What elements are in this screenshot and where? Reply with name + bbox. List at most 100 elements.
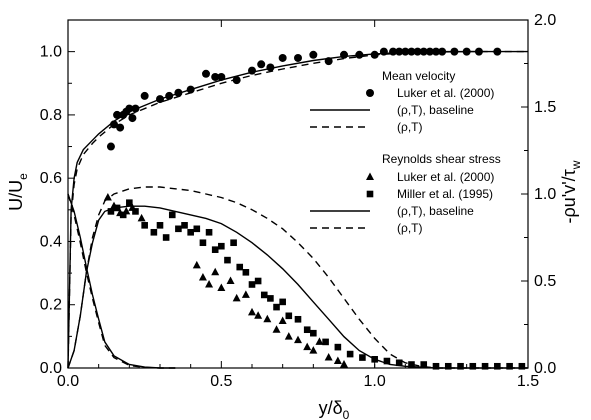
data-point-triangle (198, 273, 207, 281)
data-point-square (162, 234, 170, 241)
data-point-triangle (303, 342, 312, 351)
data-point-square (273, 303, 280, 311)
data-point-square (481, 362, 489, 370)
y-right-tick-label: 0.0 (534, 360, 556, 377)
data-point-square (506, 362, 513, 370)
data-point-circle (425, 47, 434, 56)
data-point-square (371, 356, 378, 363)
data-point-circle (174, 88, 183, 97)
data-point-square (346, 350, 354, 358)
data-point-circle (340, 50, 348, 59)
y-left-tick-label: 0.2 (40, 297, 62, 314)
data-point-square (444, 362, 452, 370)
legend-stress-baseline: (ρ,T), baseline (397, 204, 474, 218)
data-point-square (408, 361, 415, 368)
series-line-wall-solid (67, 193, 176, 369)
data-point-square (518, 362, 526, 370)
data-point-circle (474, 47, 483, 56)
data-point-triangle (340, 360, 348, 368)
data-point-square (267, 295, 274, 302)
data-point-triangle (217, 283, 226, 291)
legend-velocity-dashed: (ρ,T) (397, 120, 422, 134)
legend: Mean velocity Luker et al. (2000) (ρ,T), b… (310, 69, 501, 235)
data-point-square (126, 199, 133, 206)
data-point-circle (419, 47, 428, 56)
y-left-tick-label: 0.6 (40, 170, 62, 187)
y-right-tick-label: 1.0 (534, 186, 556, 203)
data-point-circle (379, 47, 388, 56)
data-point-square (205, 228, 213, 236)
data-point-circle (248, 66, 256, 75)
x-tick-label: 1.0 (364, 373, 386, 390)
data-point-square (457, 362, 464, 370)
data-point-circle (309, 50, 318, 59)
data-point-circle (232, 76, 241, 85)
data-point-circle (432, 47, 440, 56)
data-point-triangle (272, 325, 281, 333)
data-point-triangle (226, 276, 235, 284)
series-line-wall-dashed (67, 193, 176, 369)
data-point-square (141, 222, 148, 229)
data-point-circle (116, 123, 125, 132)
y-right-tick-label: 0.5 (534, 273, 556, 290)
legend-stress-miller: Miller et al. (1995) (397, 187, 493, 201)
data-point-square (218, 242, 225, 250)
data-point-triangle (333, 356, 342, 365)
data-point-circle (450, 47, 459, 56)
data-point-circle (165, 91, 174, 100)
data-point-triangle (205, 279, 214, 288)
data-point-triangle (192, 260, 201, 269)
axes: 0.0 0.5 1.0 1.50.00.20.40.60.81.00.00.51.01… (40, 12, 557, 390)
data-point-square (303, 326, 311, 334)
data-point-circle (355, 50, 364, 59)
data-point-triangle (232, 293, 241, 302)
data-point-square (132, 208, 139, 215)
data-point-triangle (315, 337, 324, 345)
data-point-square (113, 204, 121, 212)
data-point-circle (266, 63, 275, 72)
x-tick-label: 0.5 (210, 373, 232, 390)
data-point-square (168, 211, 176, 219)
data-point-circle (389, 47, 398, 56)
data-point-triangle (324, 353, 333, 361)
x-tick-label: 1.5 (517, 373, 539, 390)
data-point-circle (211, 72, 220, 81)
legend-velocity-luker: Luker et al. (2000) (397, 86, 494, 100)
data-point-square (395, 359, 403, 367)
data-point-square (420, 361, 428, 368)
y-left-tick-label: 0.8 (40, 107, 62, 124)
legend-velocity-title: Mean velocity (382, 69, 455, 83)
data-point-square (236, 263, 244, 271)
data-point-square (248, 281, 256, 288)
data-point-square (230, 239, 237, 247)
data-point-circle (407, 47, 416, 56)
data-point-square (199, 239, 207, 247)
data-point-square (119, 211, 127, 219)
data-point-triangle (254, 311, 263, 319)
data-point-circle (186, 85, 195, 94)
data-point-square (175, 225, 182, 233)
data-point-circle (413, 47, 422, 56)
data-point-circle (140, 91, 149, 100)
legend-stress-dashed: (ρ,T) (397, 221, 422, 235)
data-point-triangle (284, 332, 293, 340)
y-axis-right-label: -ρu'v'/τw (559, 160, 583, 223)
data-point-circle (324, 57, 333, 66)
series-line-stress-solid (67, 205, 528, 369)
legend-velocity-baseline: (ρ,T), baseline (397, 103, 474, 117)
y-left-tick-label: 0.4 (40, 233, 62, 250)
data-point-triangle (137, 213, 146, 222)
data-point-circle (125, 104, 134, 113)
data-point-circle (110, 120, 118, 129)
data-point-square (224, 256, 231, 264)
data-point-square (181, 222, 188, 229)
series-markers (103, 47, 526, 370)
data-point-circle (366, 89, 374, 97)
legend-stress-title: Reynolds shear stress (382, 152, 501, 166)
data-point-circle (202, 69, 210, 78)
x-axis-label: y/δ0 (319, 398, 350, 420)
data-point-square (432, 362, 440, 370)
data-point-circle (294, 53, 302, 62)
data-point-circle (113, 110, 122, 119)
